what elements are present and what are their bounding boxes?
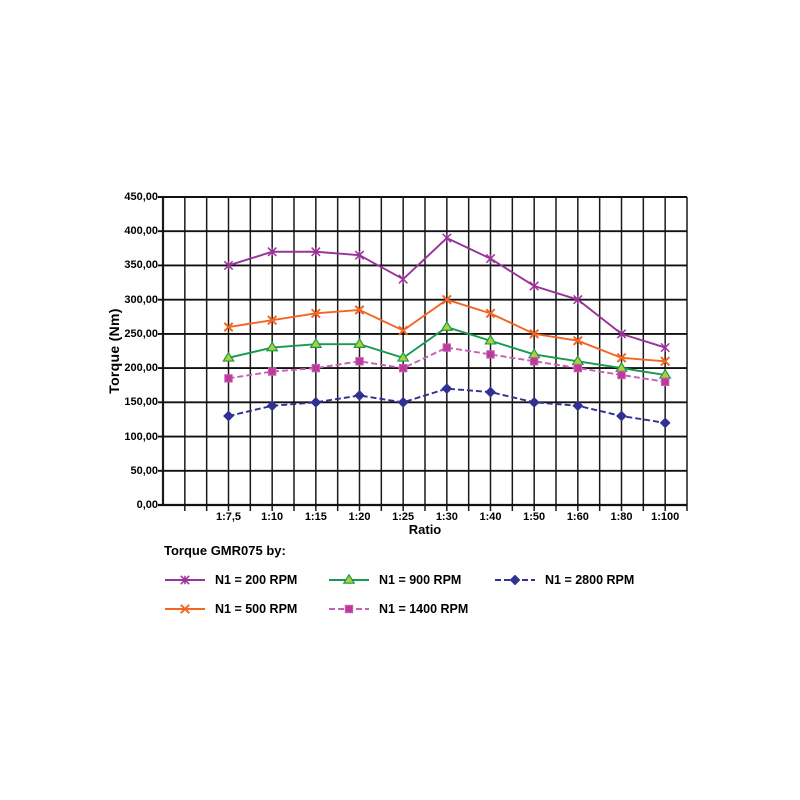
y-tick-label: 400,00 bbox=[124, 225, 158, 238]
y-tick-label: 0,00 bbox=[136, 499, 158, 511]
legend-marker-diamond-icon bbox=[495, 574, 535, 585]
legend-item-label: N1 = 900 RPM bbox=[379, 572, 462, 587]
x-tick-label: 1:80 bbox=[610, 511, 633, 523]
y-tick-label: 200,00 bbox=[124, 362, 158, 375]
x-tick-label: 1:100 bbox=[651, 511, 680, 523]
legend-title: Torque GMR075 by: bbox=[164, 543, 286, 558]
legend-marker-triangle-icon bbox=[329, 573, 369, 584]
legend-item-label: N1 = 500 RPM bbox=[215, 601, 298, 616]
legend-marker-star-icon bbox=[165, 574, 205, 585]
legend-item-label: N1 = 200 RPM bbox=[215, 572, 298, 587]
series-line-n1-2800-rpm bbox=[228, 387, 666, 424]
legend-marker-square-icon bbox=[329, 604, 369, 613]
y-tick-label: 100,00 bbox=[124, 430, 158, 443]
legend: Torque GMR075 by: N1 = 200 RPM N1 = 500 R… bbox=[164, 543, 664, 623]
y-tick-label: 250,00 bbox=[124, 327, 158, 340]
series-n1-1400-rpm bbox=[224, 343, 670, 387]
y-tick-label: 350,00 bbox=[124, 259, 158, 272]
gridlines bbox=[158, 196, 688, 511]
legend-item-label: N1 = 2800 RPM bbox=[545, 572, 635, 587]
legend-item: N1 = 1400 RPM bbox=[328, 601, 494, 617]
x-tick-label: 1:15 bbox=[304, 511, 327, 523]
x-axis-title: Ratio bbox=[408, 522, 442, 537]
legend-marker-x-icon bbox=[165, 603, 205, 614]
legend-item: N1 = 900 RPM bbox=[328, 572, 494, 588]
x-tick-label: 1:25 bbox=[392, 511, 415, 523]
y-tick-label: 50,00 bbox=[130, 464, 158, 477]
y-tick-label: 150,00 bbox=[124, 396, 158, 409]
legend-item: N1 = 200 RPM bbox=[164, 572, 328, 588]
y-tick-label: 450,00 bbox=[124, 191, 158, 203]
y-tick-label: 300,00 bbox=[124, 293, 158, 306]
x-tick-label: 1:30 bbox=[435, 511, 458, 523]
x-tick-label: 1:60 bbox=[566, 511, 589, 523]
series-n1-200-rpm bbox=[223, 233, 670, 353]
x-tick-label: 1:50 bbox=[523, 511, 546, 523]
legend-items: N1 = 200 RPM N1 = 500 RPM N1 = 900 RPM N1 =… bbox=[164, 565, 664, 623]
x-tick-label: 1:20 bbox=[348, 511, 371, 523]
legend-item: N1 = 500 RPM bbox=[164, 601, 328, 617]
x-tick-label: 1:40 bbox=[479, 511, 502, 523]
legend-item: N1 = 2800 RPM bbox=[494, 572, 664, 588]
x-tick-label: 1:7,5 bbox=[215, 511, 242, 523]
y-axis-title: Torque (Nm) bbox=[106, 308, 122, 394]
legend-item-label: N1 = 1400 RPM bbox=[379, 601, 469, 616]
x-tick-label: 1:10 bbox=[261, 511, 284, 523]
series-n1-2800-rpm bbox=[223, 383, 671, 429]
series-line-n1-1400-rpm bbox=[228, 346, 666, 383]
series-n1-500-rpm bbox=[223, 294, 671, 367]
